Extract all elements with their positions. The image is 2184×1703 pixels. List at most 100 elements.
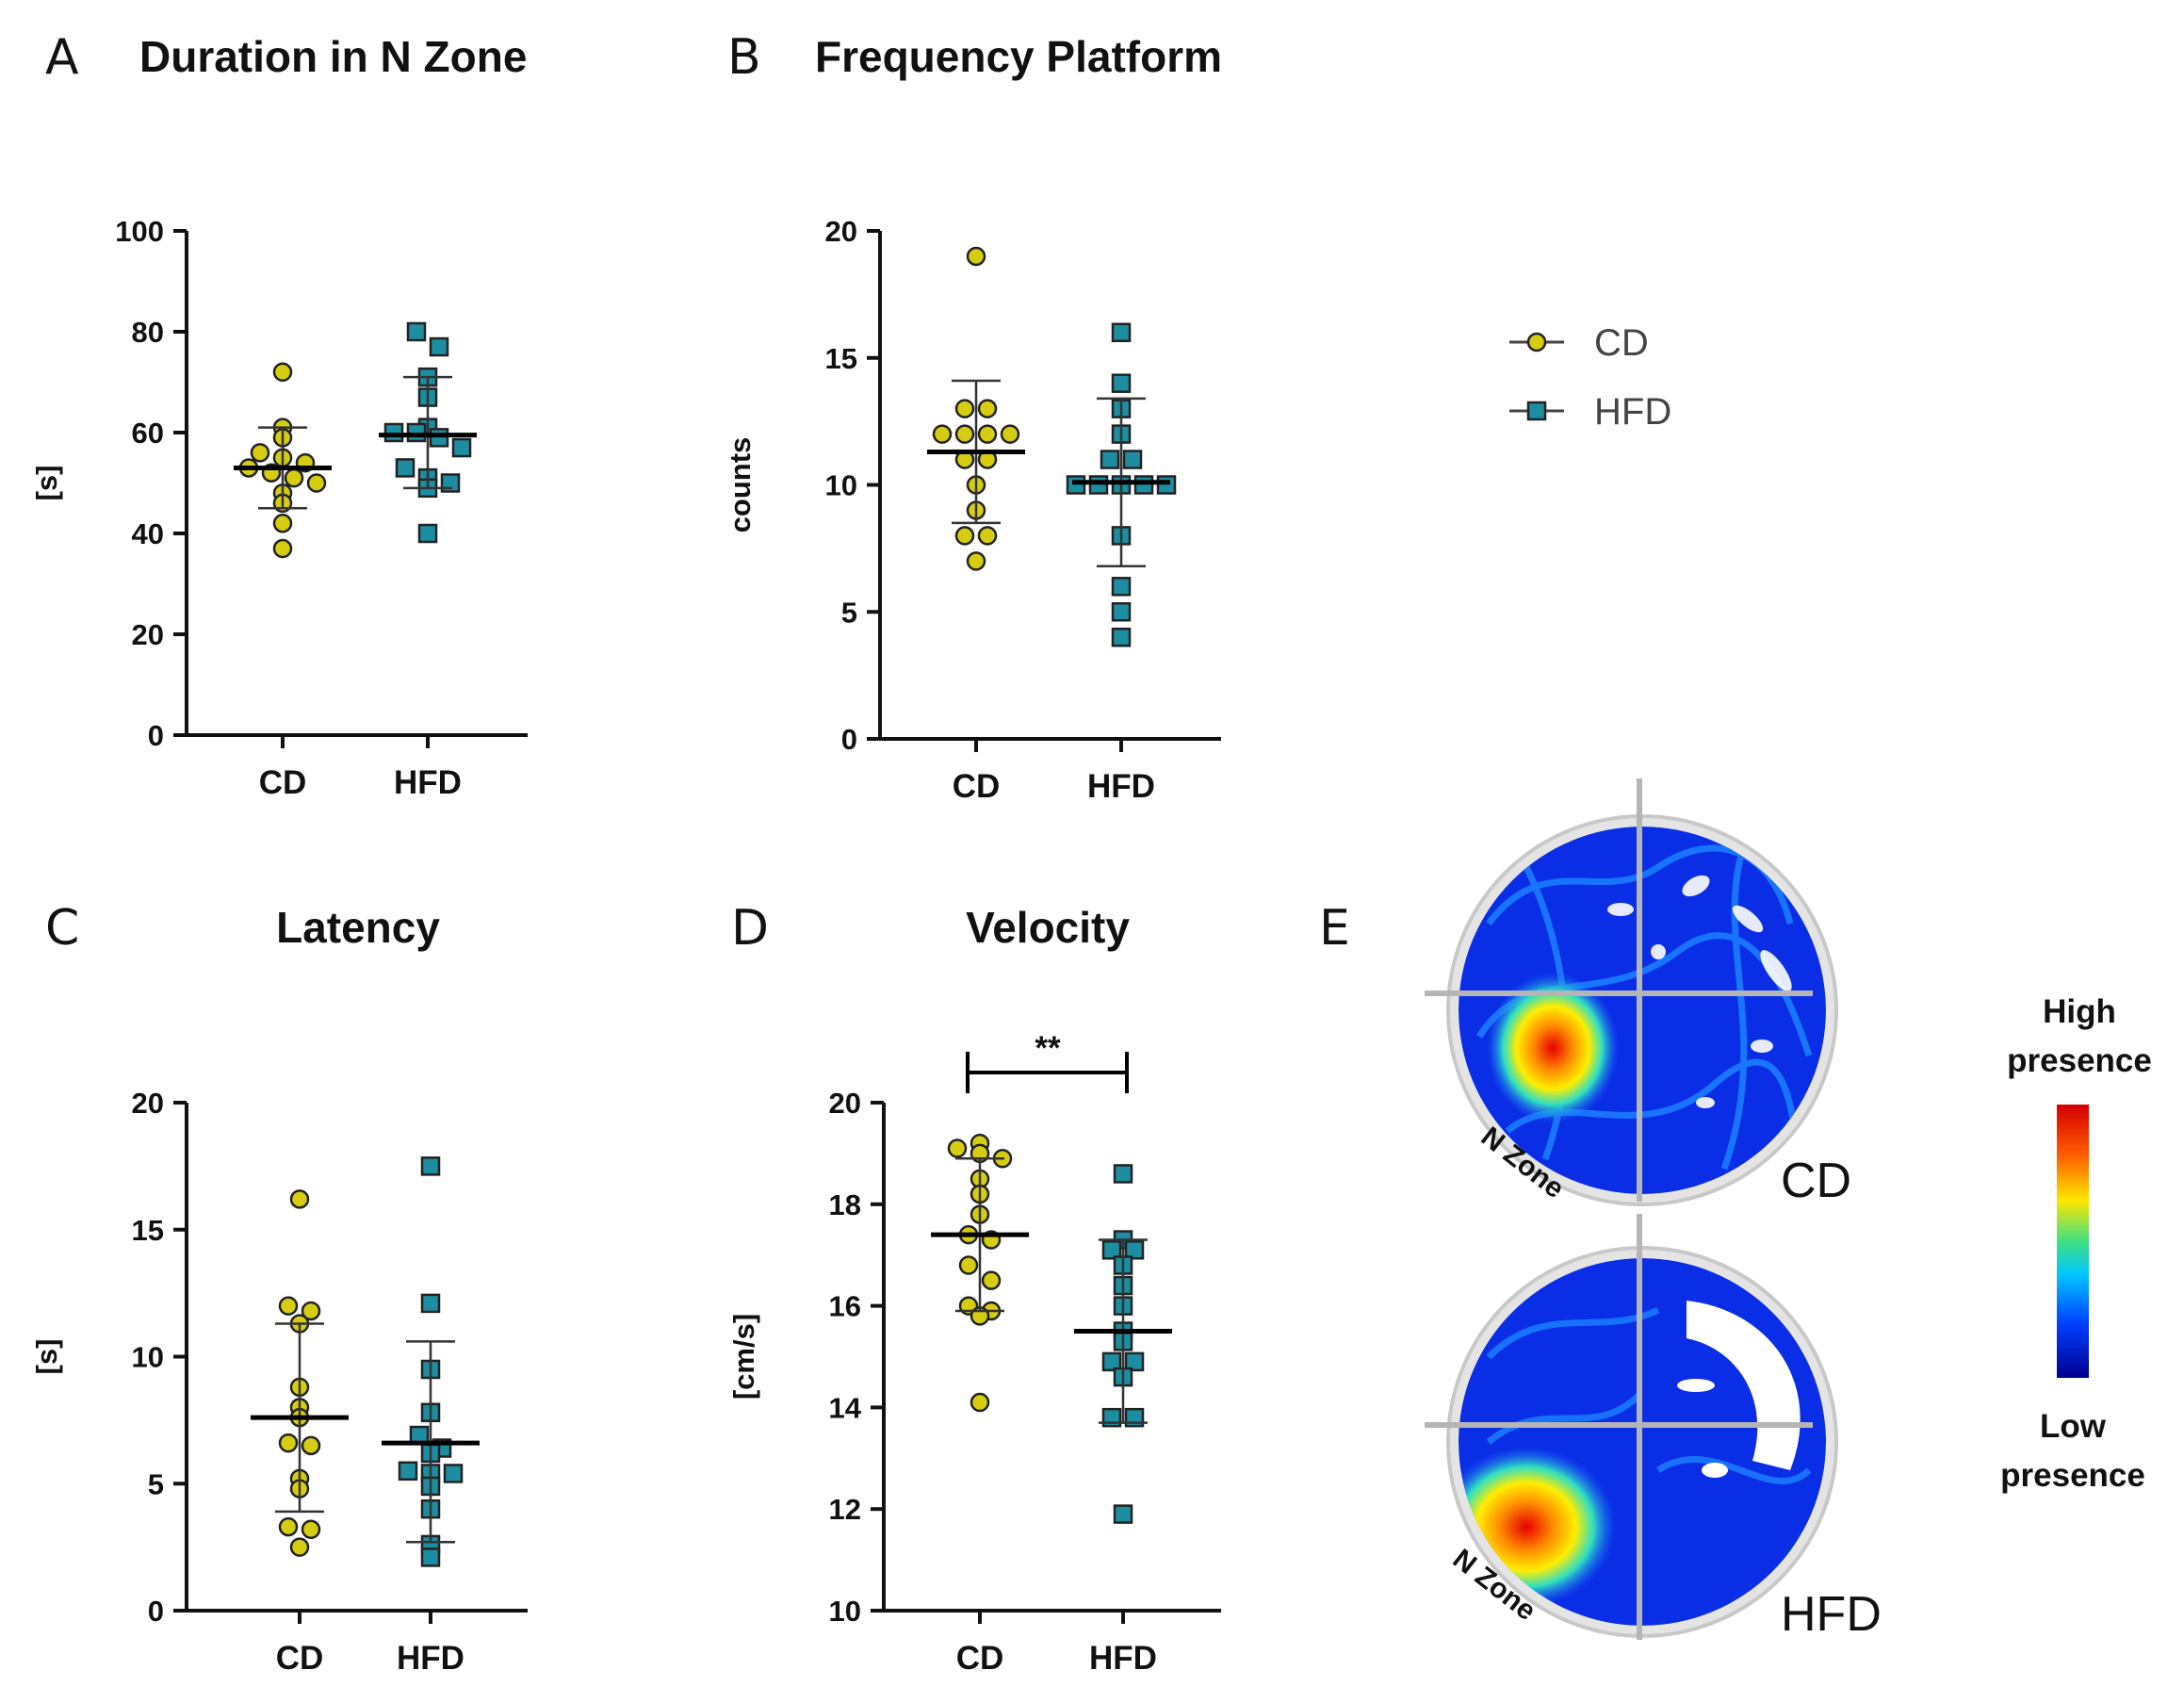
data-point-cd (250, 443, 270, 463)
data-point-cd (289, 1537, 310, 1557)
data-point-hfd (1113, 1504, 1133, 1524)
data-point-hfd (1122, 450, 1143, 469)
legend-hfd-label: HFD (1594, 391, 1671, 433)
x-tick-label: CD (953, 768, 1001, 805)
y-tick-label: 60 (132, 417, 164, 450)
data-point-cd (954, 399, 975, 418)
data-point-cd (947, 1138, 968, 1158)
colorbar-high-line2: presence (2007, 1042, 2152, 1079)
y-tick-label: 5 (148, 1467, 164, 1500)
panel-label-e: E (1319, 900, 1350, 957)
panel-label-a: A (45, 29, 79, 86)
y-axis-label: counts (724, 437, 757, 533)
data-point-hfd (395, 458, 416, 478)
data-point-hfd (1133, 475, 1154, 495)
y-tick-label: 80 (132, 316, 164, 349)
y-tick-label: 20 (132, 618, 164, 651)
data-point-cd (272, 538, 293, 559)
data-point-cd (278, 1433, 299, 1453)
data-point-hfd (1088, 475, 1109, 495)
data-point-hfd (1111, 373, 1132, 393)
y-tick-label: 15 (825, 342, 857, 375)
data-point-cd (977, 526, 998, 546)
panel-title-d: Velocity (966, 903, 1130, 952)
heatmap-cd: N Zone CD (1425, 778, 1851, 1208)
colorbar-low-line2: presence (2000, 1457, 2145, 1494)
data-point-hfd (1066, 475, 1086, 495)
data-point-cd (981, 1270, 1002, 1290)
y-tick-label: 18 (829, 1188, 861, 1221)
data-point-cd (977, 399, 998, 418)
data-point-hfd (398, 1461, 418, 1482)
y-tick-label: 0 (841, 723, 857, 756)
legend-cd-label: CD (1594, 322, 1649, 364)
data-point-cd (289, 1189, 310, 1209)
data-point-hfd (417, 523, 438, 544)
y-tick-label: 5 (841, 596, 857, 629)
y-tick-label: 15 (132, 1214, 164, 1247)
data-point-cd (301, 1301, 321, 1321)
y-tick-label: 100 (115, 215, 164, 248)
data-point-hfd (1111, 602, 1132, 622)
significance-label: ** (1035, 1030, 1061, 1067)
data-point-hfd (1100, 450, 1120, 469)
data-point-hfd (1111, 577, 1132, 597)
legend-cd-marker (1526, 332, 1547, 352)
data-point-hfd (1113, 1164, 1133, 1184)
data-point-cd (970, 1392, 990, 1413)
data-point-hfd (1101, 1351, 1122, 1372)
colorbar-high-line1: High (2043, 993, 2116, 1030)
data-point-hfd (443, 1464, 464, 1483)
data-point-hfd (420, 1547, 441, 1567)
data-point-hfd (420, 1293, 441, 1314)
panel-label-b: B (727, 29, 761, 86)
chart-duration-n-zone: 0 20 40 60 80 100 [s] CD HFD (30, 215, 528, 801)
data-point-cd (954, 424, 975, 444)
y-tick-label: 20 (825, 215, 857, 248)
legend-hfd-marker (1526, 401, 1547, 421)
y-tick-label: 0 (148, 719, 164, 752)
y-axis-label: [cm/s] (727, 1314, 760, 1400)
y-tick-label: 12 (829, 1493, 861, 1526)
data-point-hfd (406, 321, 427, 342)
data-point-cd (306, 473, 327, 493)
chart-frequency-platform: 0 5 10 15 20 counts CD HFD (724, 215, 1221, 805)
data-point-hfd (406, 422, 427, 443)
x-tick-label: CD (276, 1640, 324, 1677)
heatmap-group-label: CD (1781, 1154, 1851, 1208)
data-point-cd (966, 246, 986, 267)
data-point-cd (284, 467, 304, 488)
chart-velocity: 10 12 14 16 18 20 [cm/s] CD HFD ** (727, 1030, 1221, 1677)
data-point-hfd (1124, 1351, 1145, 1372)
heat-hotspot (1487, 973, 1619, 1123)
data-point-hfd (1111, 322, 1132, 343)
x-tick-label: HFD (394, 764, 462, 801)
data-point-cd (272, 362, 293, 383)
data-point-cd (966, 551, 986, 571)
data-point-hfd (1124, 1240, 1145, 1260)
chart-latency: 0 5 10 15 20 [s] CD HFD (30, 1087, 528, 1677)
data-point-cd (278, 1516, 299, 1537)
data-point-cd (932, 424, 953, 444)
data-point-cd (278, 1296, 299, 1316)
y-axis-label: [s] (30, 466, 63, 501)
data-point-hfd (1111, 627, 1132, 647)
data-point-hfd (1156, 475, 1177, 495)
heatmap-hfd: N Zone HFD (1425, 1214, 1882, 1642)
data-point-cd (272, 514, 293, 533)
data-point-hfd (383, 422, 404, 443)
data-point-cd (954, 526, 975, 546)
x-tick-label: HFD (1089, 1640, 1157, 1677)
x-tick-label: HFD (1087, 768, 1155, 805)
data-point-hfd (429, 336, 449, 357)
panel-label-c: C (45, 900, 79, 957)
data-point-cd (958, 1255, 979, 1275)
y-tick-label: 20 (132, 1087, 164, 1120)
panel-label-d: D (731, 900, 769, 957)
data-point-hfd (451, 437, 472, 458)
heat-hotspot (1459, 1447, 1616, 1607)
data-point-hfd (429, 428, 449, 448)
y-tick-label: 14 (829, 1391, 862, 1424)
y-tick-label: 10 (825, 469, 857, 502)
